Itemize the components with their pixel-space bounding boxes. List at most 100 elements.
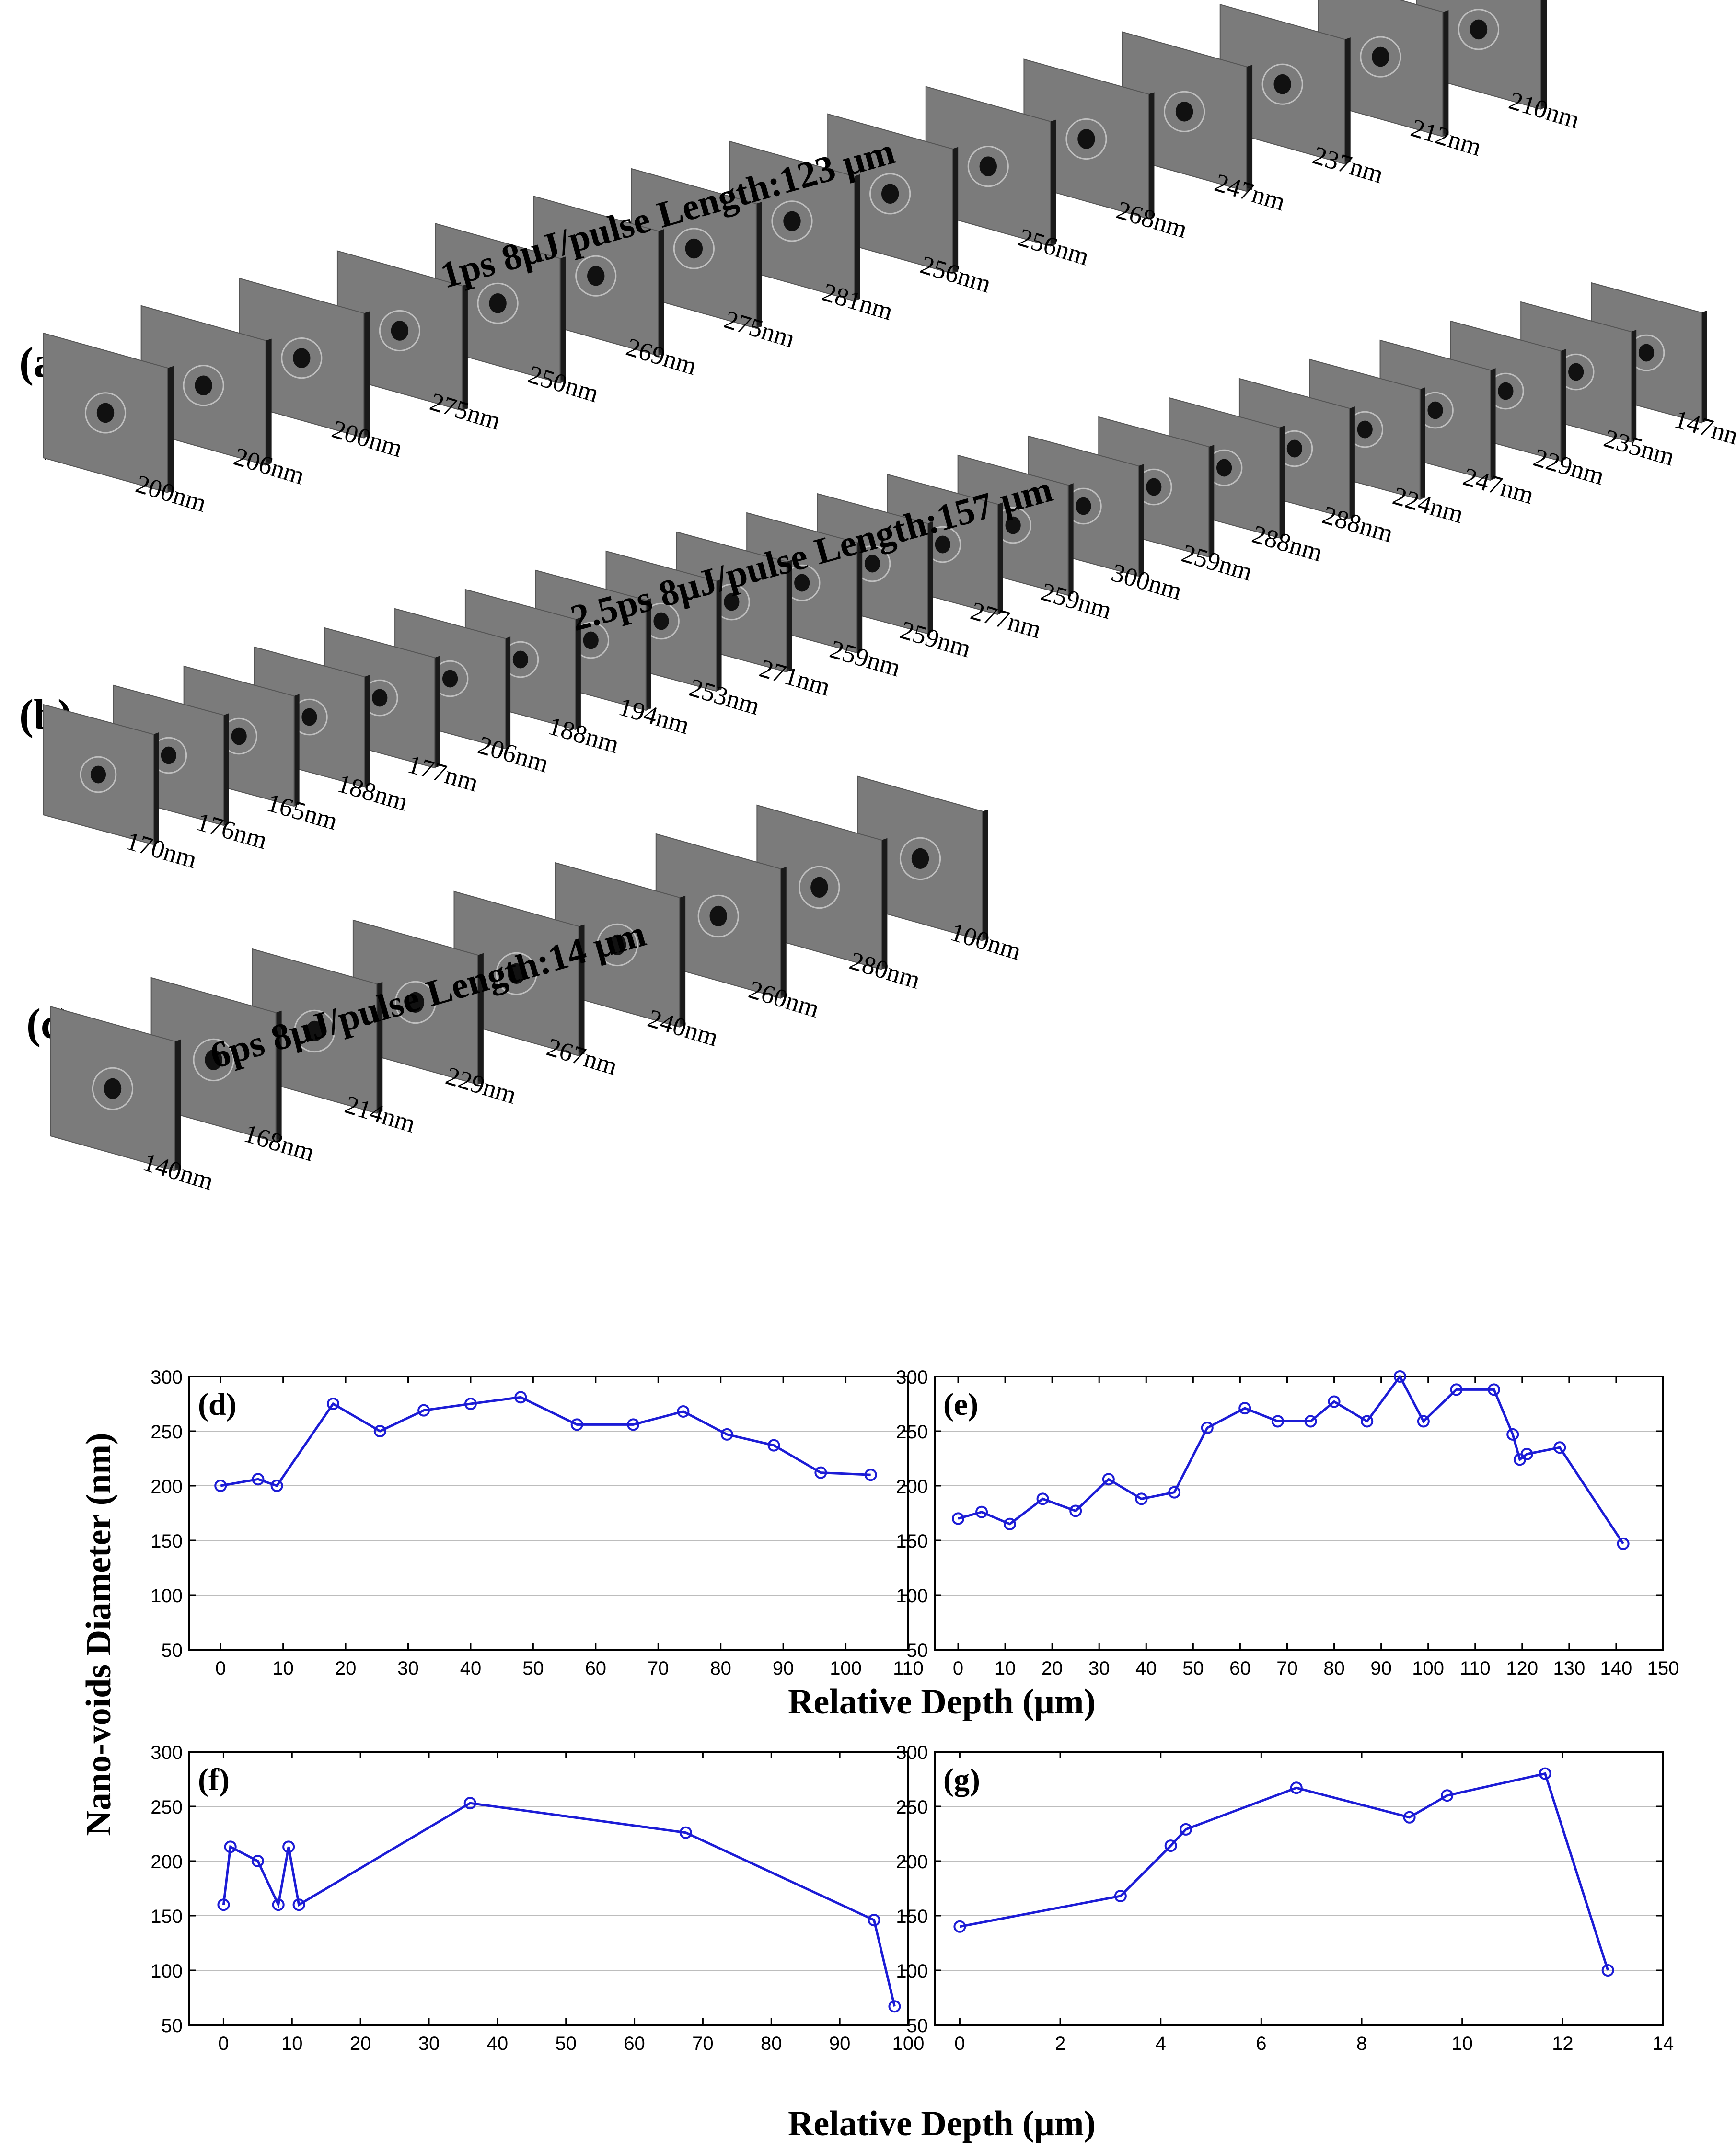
void-halo	[379, 310, 421, 352]
y-tick-label: 50	[907, 2015, 928, 2036]
panel-label-g: (g)	[943, 1762, 980, 1797]
nano-void	[608, 934, 626, 955]
x-tick-label: 100	[830, 1658, 862, 1679]
data-point	[1450, 1383, 1463, 1396]
sequence-c: 100nm280nm260nm240nm267nm229nm214nm168nm…	[50, 775, 1024, 1196]
sequence-b: 147nm235nm229nm247nm224nm288nm288nm259nm…	[43, 282, 1736, 874]
data-point	[1168, 1486, 1181, 1499]
nano-void	[864, 555, 880, 573]
y-tick-label: 300	[150, 1742, 183, 1763]
nano-void	[709, 905, 727, 926]
x-tick-label: 40	[460, 1658, 482, 1679]
x-tick-label: 100	[1412, 1658, 1444, 1679]
x-tick-label: 10	[281, 2033, 303, 2054]
plot-d: 50 100 150 200 250 300 0 10 20 30 40 50 60 70 80 90 100 1…	[150, 1367, 924, 1679]
nano-void	[512, 650, 529, 669]
series-line	[220, 1396, 871, 1487]
data-point	[214, 1480, 227, 1492]
panel-label-e: (e)	[943, 1387, 978, 1422]
slice-diameter-label: 194nm	[615, 692, 693, 740]
void-halo	[869, 173, 911, 215]
data-point	[224, 1840, 237, 1853]
y-tick-label: 100	[150, 1961, 183, 1982]
y-tick-label: 250	[150, 1422, 183, 1443]
plot-e: 50 100 150 200 250 300 0 10 20 30 40 50 60 70 80 90 100 1…	[896, 1367, 1679, 1679]
plot-g: 50 100 150 200 250 300 0 2 4 6 8 10 12 14 (g)	[896, 1742, 1674, 2054]
slice-diameter-label: 288nm	[1319, 500, 1397, 548]
nano-void	[1286, 439, 1303, 458]
y-tick-label: 100	[896, 1585, 928, 1607]
y-tick-label: 300	[896, 1367, 928, 1388]
data-point	[1539, 1767, 1551, 1780]
void-halo	[477, 282, 519, 324]
x-tick-label: 60	[624, 2033, 645, 2054]
slice-diameter-label: 277nm	[967, 596, 1044, 644]
data-point	[1601, 1964, 1614, 1977]
x-tick-label: 12	[1552, 2033, 1574, 2054]
y-tick-label: 150	[896, 1531, 928, 1552]
nano-void	[442, 670, 458, 688]
slice-diameter-label: 224nm	[1389, 481, 1467, 529]
nano-void	[911, 848, 929, 869]
plot-frame	[188, 1376, 909, 1651]
x-tick-label: 90	[829, 2033, 851, 2054]
x-tick-label: 70	[1276, 1658, 1298, 1679]
x-tick-label: 8	[1356, 2033, 1367, 2054]
nano-void	[489, 293, 507, 313]
slice-diameter-label: 271nm	[756, 654, 833, 701]
x-tick-label: 90	[773, 1658, 794, 1679]
nano-void	[406, 992, 425, 1013]
x-tick-label: 60	[1229, 1658, 1251, 1679]
slice-diameter-label: 229nm	[1530, 443, 1608, 490]
x-tick-label: 6	[1256, 2033, 1266, 2054]
nano-void	[301, 708, 317, 726]
nano-void	[979, 156, 997, 176]
data-point	[1417, 1415, 1430, 1428]
void-halo	[1360, 36, 1401, 78]
slice-diameter-label: 288nm	[1249, 520, 1326, 567]
y-tick-label: 200	[150, 1851, 183, 1873]
data-point	[252, 1473, 265, 1486]
data-point	[1180, 1823, 1192, 1836]
sem-slice: 170nm	[43, 704, 200, 874]
data-point	[975, 1505, 988, 1518]
image-sequences: 210nm212nm237nm247nm268nm256nm256nm281nm…	[43, 0, 1736, 1196]
x-tick-label: 10	[1451, 2033, 1473, 2054]
nano-void	[306, 1020, 324, 1041]
data-point	[327, 1398, 339, 1410]
x-tick-label: 20	[1042, 1658, 1063, 1679]
void-halo	[771, 200, 813, 242]
void-halo	[294, 1009, 336, 1053]
x-axis-label-top: Relative Depth (μm)	[788, 1682, 1096, 1722]
nano-void	[1146, 478, 1162, 496]
plot-f: 50 100 150 200 250 300 0 10 20 30 40 50 60 70 80 90 100 (…	[150, 1742, 924, 2054]
slice-diameter-label: 259nm	[1179, 539, 1256, 586]
nano-void	[104, 1078, 122, 1099]
x-tick-label: 0	[954, 2033, 965, 2054]
x-tick-label: 70	[692, 2033, 714, 2054]
data-point	[679, 1826, 692, 1839]
void-halo	[899, 837, 941, 880]
x-tick-label: 2	[1055, 2033, 1065, 2054]
x-tick-label: 0	[218, 2033, 229, 2054]
slice-diameter-label: 259nm	[1038, 577, 1115, 624]
nano-void	[1005, 516, 1021, 534]
data-point	[1403, 1811, 1416, 1824]
y-tick-label: 100	[150, 1585, 183, 1607]
y-axis-label: Nano-voids Diameter (nm)	[79, 1433, 118, 1836]
data-point	[1036, 1492, 1049, 1505]
x-tick-label: 110	[893, 1658, 924, 1679]
x-tick-label: 30	[1088, 1658, 1110, 1679]
x-axis-label-bottom: Relative Depth (μm)	[788, 2104, 1096, 2143]
data-point	[868, 1914, 880, 1927]
data-point	[1201, 1422, 1214, 1434]
nano-void	[1077, 129, 1095, 149]
slice-diameter-label: 176nm	[193, 807, 270, 855]
x-tick-label: 130	[1553, 1658, 1585, 1679]
data-point	[1553, 1441, 1566, 1454]
slice-diameter-label: 147nm	[1671, 405, 1736, 452]
slice-diameter-label: 300nm	[1108, 558, 1185, 605]
y-tick-label: 200	[896, 1851, 928, 1873]
